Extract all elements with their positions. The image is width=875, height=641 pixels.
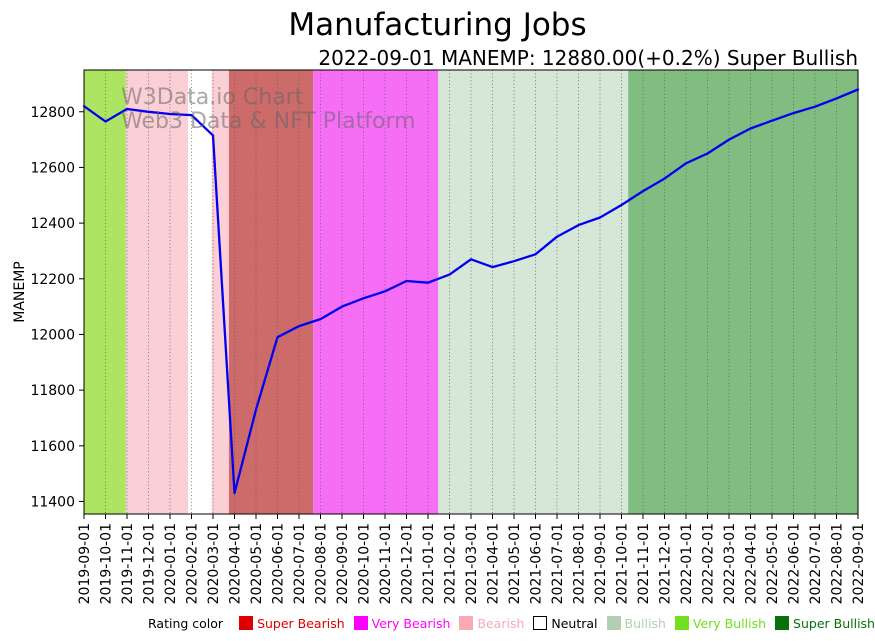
x-tick-label: 2020-03-01 — [206, 523, 222, 604]
x-tick-label: 2020-09-01 — [335, 523, 351, 604]
legend-item-label: Bearish — [477, 615, 525, 631]
x-tick-label: 2022-05-01 — [765, 523, 781, 604]
rating-band-super-bearish — [228, 70, 314, 514]
x-tick-label: 2021-01-01 — [421, 523, 437, 604]
x-tick-label: 2021-07-01 — [550, 523, 566, 604]
rating-band-very-bullish — [84, 70, 126, 514]
legend-item-label: Neutral — [551, 615, 598, 631]
x-tick-label: 2022-01-01 — [679, 523, 695, 604]
rating-band-bearish — [125, 70, 189, 514]
legend-item-very-bullish: Very Bullish — [674, 615, 767, 631]
y-tick-label: 12200 — [30, 272, 75, 288]
x-tick-label: 2021-11-01 — [636, 523, 652, 604]
legend-item-label: Super Bearish — [257, 615, 345, 631]
legend-swatch — [606, 616, 621, 630]
y-tick-label: 12400 — [30, 216, 75, 232]
rating-band-neutral — [188, 70, 212, 514]
x-tick-label: 2020-01-01 — [163, 523, 179, 604]
x-tick-label: 2022-02-01 — [701, 523, 717, 604]
legend-swatch — [533, 616, 548, 630]
legend-item-label: Very Bearish — [371, 615, 451, 631]
x-tick-label: 2020-07-01 — [292, 523, 308, 604]
x-tick-label: 2021-06-01 — [529, 523, 545, 604]
x-tick-label: 2022-07-01 — [808, 523, 824, 604]
y-tick-label: 12800 — [30, 105, 75, 121]
x-tick-label: 2022-03-01 — [722, 523, 738, 604]
legend-item-neutral: Neutral — [533, 615, 598, 631]
x-tick-label: 2022-09-01 — [851, 523, 867, 604]
x-tick-label: 2019-10-01 — [99, 523, 115, 604]
x-tick-label: 2020-06-01 — [271, 523, 287, 604]
y-tick-label: 11400 — [30, 494, 75, 510]
legend-item-label: Very Bullish — [692, 615, 767, 631]
manemp-line — [82, 88, 860, 495]
x-tick-label: 2022-04-01 — [744, 523, 760, 604]
legend-item-bearish: Bearish — [459, 616, 524, 631]
rating-band-bearish — [211, 70, 229, 514]
x-tick-label: 2019-09-01 — [77, 523, 93, 604]
legend-item-label: Bullish — [624, 615, 666, 631]
x-tick-label: 2020-10-01 — [357, 523, 373, 604]
legend-swatch — [459, 616, 474, 630]
rating-band-super-bullish — [628, 70, 858, 514]
legend-swatch — [775, 616, 790, 630]
legend-label: Rating color — [148, 615, 224, 631]
legend-swatch — [239, 616, 254, 630]
x-tick-label: 2020-08-01 — [314, 523, 330, 604]
x-tick-label: 2021-04-01 — [486, 523, 502, 604]
x-tick-label: 2019-12-01 — [142, 523, 158, 604]
x-tick-label: 2021-02-01 — [443, 523, 459, 604]
legend-item-bullish: Bullish — [606, 615, 666, 631]
legend-swatch — [353, 616, 368, 630]
legend-item-very-bearish: Very Bearish — [353, 615, 451, 631]
x-tick-label: 2022-08-01 — [830, 523, 846, 604]
x-tick-label: 2019-11-01 — [120, 523, 136, 604]
legend-item-label: Super Bullish — [793, 615, 875, 631]
y-tick-label: 12000 — [30, 327, 75, 343]
legend-swatch — [674, 616, 689, 630]
x-tick-label: 2020-02-01 — [185, 523, 201, 604]
x-tick-label: 2020-11-01 — [378, 523, 394, 604]
x-tick-label: 2020-04-01 — [228, 523, 244, 604]
chart-subtitle: 2022-09-01 MANEMP: 12880.00(+0.2%) Super… — [318, 46, 858, 70]
y-tick-label: 11600 — [30, 439, 75, 455]
rating-band-bullish — [438, 70, 629, 514]
chart-title: Manufacturing Jobs — [288, 7, 587, 43]
y-tick-label: 11800 — [30, 383, 75, 399]
x-tick-label: 2021-03-01 — [464, 523, 480, 604]
legend-item-super-bullish: Super Bullish — [775, 616, 875, 631]
x-tick-label: 2021-10-01 — [615, 523, 631, 604]
x-tick-label: 2021-09-01 — [593, 523, 609, 604]
rating-band-very-bearish — [313, 70, 439, 514]
x-tick-label: 2020-05-01 — [249, 523, 265, 604]
x-tick-label: 2021-08-01 — [572, 523, 588, 604]
x-tick-label: 2022-06-01 — [787, 523, 803, 604]
y-tick-label: 12600 — [30, 160, 75, 176]
x-tick-label: 2021-05-01 — [507, 523, 523, 604]
x-tick-label: 2021-12-01 — [658, 523, 674, 604]
x-tick-label: 2020-12-01 — [400, 523, 416, 604]
legend-item-super-bearish: Super Bearish — [239, 616, 345, 631]
rating-legend: Rating color Super Bearish Very Bearish Be… — [148, 613, 875, 633]
